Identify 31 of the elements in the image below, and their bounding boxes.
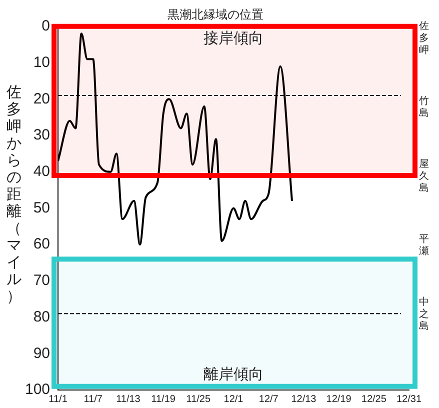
- y-tick-label: 30: [33, 126, 50, 144]
- x-tick-label: 11/19: [151, 394, 176, 405]
- y-tick-label: 40: [33, 162, 50, 180]
- text: 佐多岬からの距離（マイル）: [6, 83, 22, 305]
- text: 屋久島: [418, 159, 430, 196]
- text: 竹島: [418, 96, 430, 120]
- y-tick-label: 60: [33, 236, 50, 253]
- y-tick-label: 80: [33, 308, 50, 326]
- y-tick-label: 50: [33, 199, 50, 216]
- x-tick-label: 12/13: [291, 394, 317, 405]
- x-tick-label: 12/1: [224, 394, 244, 405]
- y-tick-label: 100: [24, 381, 50, 398]
- x-tick-label: 12/25: [361, 394, 387, 405]
- y-tick-label: 70: [33, 272, 50, 290]
- x-tick-label: 12/31: [396, 394, 422, 405]
- x-tick-label: 11/25: [186, 394, 211, 405]
- y-tick-label: 20: [33, 90, 50, 108]
- x-tick-label: 12/7: [258, 394, 279, 405]
- band-label: 接岸傾向: [204, 28, 264, 47]
- y-tick-label: 90: [33, 344, 50, 362]
- x-tick-label: 11/1: [48, 394, 68, 405]
- text: 平瀬: [418, 234, 430, 258]
- text: 中之島: [418, 297, 430, 334]
- x-tick-label: 11/13: [116, 394, 141, 405]
- text: 佐多岬: [418, 21, 430, 58]
- chart-title: 黒潮北縁域の位置: [168, 7, 264, 22]
- y-tick-label: 0: [42, 18, 50, 35]
- y-tick-label: 10: [33, 54, 50, 71]
- x-tick-label: 12/19: [326, 394, 352, 405]
- x-tick-label: 11/7: [84, 394, 103, 405]
- band-label: 離岸傾向: [204, 364, 264, 383]
